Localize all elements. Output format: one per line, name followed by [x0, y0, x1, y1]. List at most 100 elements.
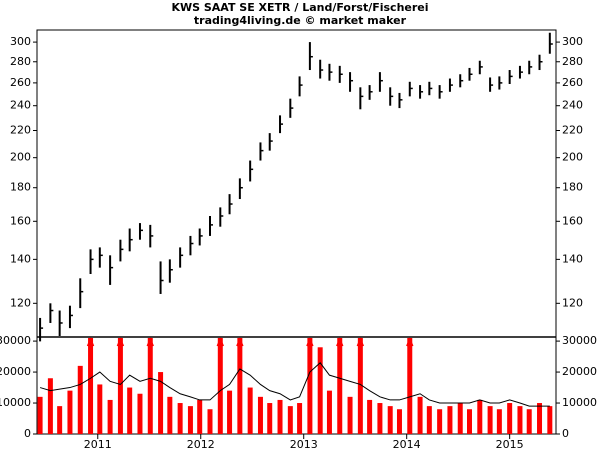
volume-bar — [187, 406, 193, 434]
volume-bar — [267, 403, 273, 434]
y-tick-label-right: 180 — [562, 181, 583, 194]
y-tick-label: 20000 — [0, 365, 31, 378]
volume-bar — [337, 338, 343, 434]
x-tick-label: 2011 — [84, 438, 112, 450]
overflow-arrow — [406, 337, 414, 347]
y-tick-label: 10000 — [0, 396, 31, 409]
y-tick-label: 180 — [10, 181, 31, 194]
y-tick-label: 300 — [10, 35, 31, 48]
volume-bar — [417, 396, 423, 434]
y-tick-label: 240 — [10, 99, 31, 112]
volume-bar — [47, 378, 53, 434]
volume-bar — [257, 396, 263, 434]
volume-bar — [496, 409, 502, 434]
volume-bar — [97, 384, 103, 434]
overflow-arrow — [216, 337, 224, 347]
volume-bar — [517, 406, 523, 434]
volume-bar — [437, 409, 443, 434]
volume-bar — [57, 406, 63, 434]
volume-pane — [37, 338, 553, 434]
overflow-arrow — [356, 337, 365, 347]
y-tick-label-right: 10000 — [562, 396, 597, 409]
volume-bar — [247, 387, 253, 434]
volume-bar — [237, 338, 243, 434]
volume-bar — [287, 406, 293, 434]
overflow-arrow — [336, 337, 344, 347]
volume-bar — [117, 338, 123, 434]
volume-bar — [367, 399, 373, 434]
volume-bar — [487, 406, 493, 434]
y-tick-label-right: 280 — [562, 55, 583, 68]
volume-bar — [277, 399, 283, 434]
chart-subtitle: trading4living.de © market maker — [194, 14, 407, 27]
volume-bar — [407, 338, 413, 434]
volume-bar — [177, 403, 183, 434]
volume-bar — [537, 403, 543, 434]
overflow-arrow — [86, 337, 95, 347]
volume-bar — [88, 338, 94, 434]
y-tick-label-right: 30000 — [562, 334, 597, 347]
y-tick-label-right: 0 — [562, 427, 569, 440]
volume-bar — [217, 338, 223, 434]
volume-bar — [147, 338, 153, 434]
volume-bar — [526, 409, 532, 434]
volume-bar — [547, 406, 553, 434]
volume-bar — [426, 406, 432, 434]
y-tick-label: 200 — [10, 151, 31, 164]
overflow-arrow — [146, 337, 154, 347]
x-tick-label: 2013 — [290, 438, 318, 450]
volume-bar — [387, 406, 393, 434]
y-tick-label-right: 20000 — [562, 365, 597, 378]
volume-bar — [396, 409, 402, 434]
volume-bar — [326, 390, 332, 434]
volume-bar — [227, 390, 233, 434]
y-tick-label-right: 160 — [562, 214, 583, 227]
volume-bar — [137, 393, 143, 434]
y-tick-label-right: 260 — [562, 76, 583, 89]
average-line — [39, 362, 550, 407]
volume-bar — [77, 365, 83, 434]
volume-bar — [317, 347, 323, 434]
volume-bar — [127, 387, 133, 434]
volume-bar — [37, 396, 43, 434]
y-tick-label-right: 220 — [562, 124, 583, 137]
volume-bar — [447, 406, 453, 434]
chart-title: KWS SAAT SE XETR / Land/Forst/Fischerei — [171, 1, 428, 14]
y-tick-label-right: 240 — [562, 99, 583, 112]
volume-bar — [357, 338, 363, 434]
volume-bar — [347, 396, 353, 434]
x-tick-label: 2014 — [393, 438, 421, 450]
plot-frame — [36, 29, 557, 435]
y-tick-label: 260 — [10, 76, 31, 89]
overflow-arrow — [116, 337, 125, 347]
y-tick-label-right: 200 — [562, 151, 583, 164]
overflow-arrow — [236, 337, 244, 347]
volume-bar — [207, 409, 213, 434]
volume-bar — [167, 396, 173, 434]
volume-bar — [297, 403, 303, 434]
y-tick-label: 30000 — [0, 334, 31, 347]
y-tick-label: 220 — [10, 124, 31, 137]
y-tick-label: 160 — [10, 214, 31, 227]
x-tick-label: 2012 — [187, 438, 215, 450]
y-tick-label-right: 300 — [562, 35, 583, 48]
volume-bar — [457, 403, 463, 434]
volume-bar — [507, 403, 513, 434]
volume-bar — [477, 399, 483, 434]
y-tick-label: 280 — [10, 55, 31, 68]
y-tick-label: 120 — [10, 296, 31, 309]
x-tick-label: 2015 — [496, 438, 524, 450]
volume-bar — [158, 372, 164, 434]
overflow-arrow — [306, 337, 314, 347]
volume-bar — [107, 399, 113, 434]
y-tick-label-right: 140 — [562, 252, 583, 265]
volume-bar — [307, 338, 313, 434]
volume-bar — [377, 403, 383, 434]
volume-bar — [67, 390, 73, 434]
volume-bar — [197, 399, 203, 434]
volume-bar — [467, 409, 472, 434]
y-tick-label: 140 — [10, 252, 31, 265]
y-tick-label-right: 120 — [562, 296, 583, 309]
y-tick-label: 0 — [24, 427, 31, 440]
